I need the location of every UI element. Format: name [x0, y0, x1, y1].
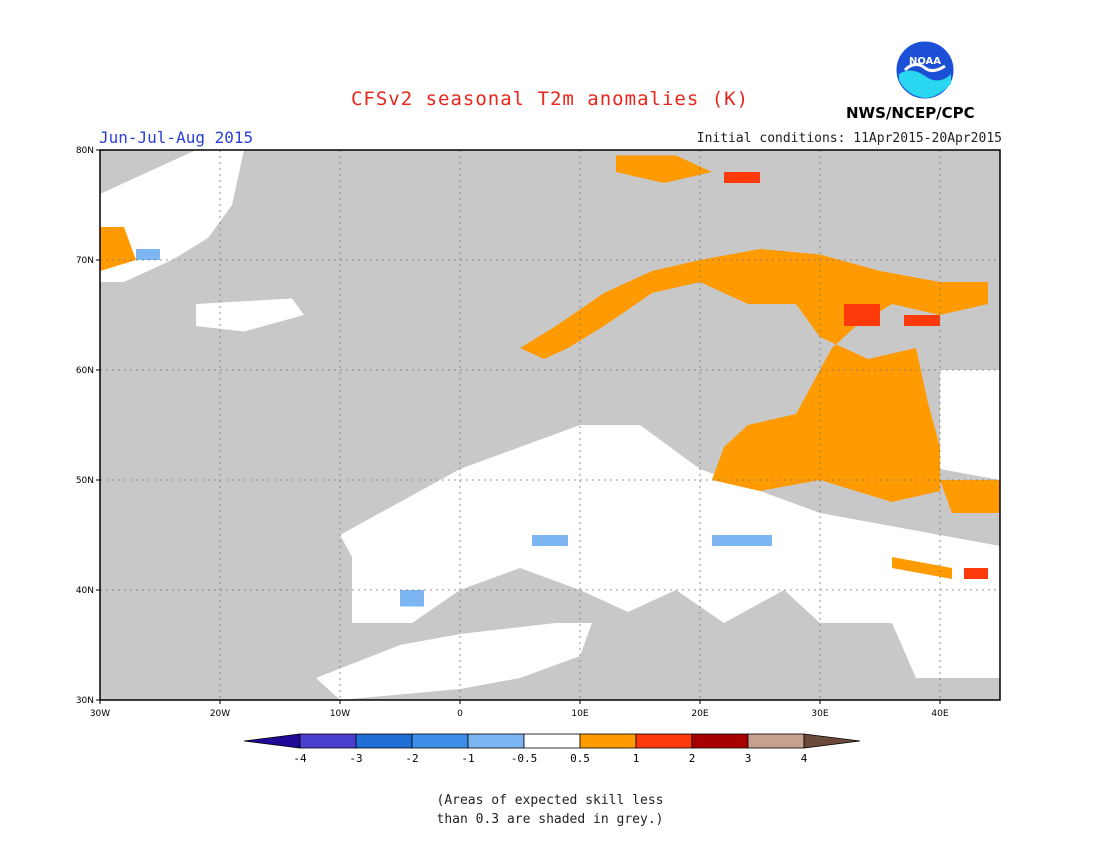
- lat-tick-label: 40N: [76, 586, 94, 596]
- neutral-region-anatolia-east: [892, 579, 1000, 678]
- lon-tick-label: 30W: [90, 709, 110, 719]
- anomaly-region-greenland-cool: [136, 249, 160, 260]
- neutral-region-iceland: [196, 298, 304, 332]
- lon-tick-label: 20W: [210, 709, 230, 719]
- anomaly-region-caucasus-hot: [964, 568, 988, 579]
- season-label: Jun-Jul-Aug 2015: [99, 128, 254, 147]
- lon-tick-label: 40E: [931, 709, 948, 719]
- anomaly-map: 30W 20W 10W 0 10E 20E 30E 40E 80N 70N 60N 50N 40N 30…: [76, 146, 1001, 719]
- lat-tick-label: 80N: [76, 146, 94, 156]
- colorbar-tick-label: -4: [293, 752, 307, 765]
- anomaly-region-north-russia-hot: [904, 315, 940, 326]
- anomaly-region-pyrenees-cool: [532, 535, 568, 546]
- neutral-region-europe-central: [340, 425, 1000, 623]
- colorbar-tick-labels: -4 -3 -2 -1 -0.5 0.5 1 2 3 4: [293, 752, 807, 765]
- anomaly-region-caucasus: [892, 557, 952, 579]
- anomaly-region-svalbard-hot: [724, 172, 760, 183]
- lat-tick-label: 30N: [76, 696, 94, 706]
- colorbar-swatch: [299, 733, 357, 749]
- map-area: [100, 150, 1000, 700]
- anomaly-region-kola-hot: [844, 304, 880, 326]
- colorbar-swatch: [467, 733, 525, 749]
- lon-tick-label: 30E: [811, 709, 828, 719]
- neutral-region-north-africa: [316, 623, 592, 700]
- colorbar-swatches: [243, 733, 861, 749]
- colorbar: -4 -3 -2 -1 -0.5 0.5 1 2 3 4: [243, 733, 861, 765]
- longitude-tick-labels: 30W 20W 10W 0 10E 20E 30E 40E: [90, 700, 949, 719]
- colorbar-swatch: [579, 733, 637, 749]
- footnote-line-1: (Areas of expected skill less: [436, 793, 664, 808]
- footnote-line-2: than 0.3 are shaded in grey.): [436, 812, 664, 827]
- colorbar-tick-label: 1: [633, 752, 640, 765]
- anomaly-region-russia-east: [940, 480, 1000, 513]
- colorbar-swatch: [523, 733, 581, 749]
- lon-tick-label: 10E: [571, 709, 588, 719]
- lon-tick-label: 0: [457, 709, 463, 719]
- colorbar-swatch: [747, 733, 805, 749]
- colorbar-tick-label: 3: [745, 752, 752, 765]
- lat-tick-label: 60N: [76, 366, 94, 376]
- colorbar-arrow-right: [803, 733, 861, 749]
- colorbar-tick-label: -1: [461, 752, 474, 765]
- lat-tick-label: 70N: [76, 256, 94, 266]
- colorbar-tick-label: 4: [801, 752, 808, 765]
- colorbar-swatch: [691, 733, 749, 749]
- colorbar-tick-label: -0.5: [511, 752, 538, 765]
- anomaly-region-svalbard: [616, 155, 712, 183]
- colorbar-swatch: [355, 733, 413, 749]
- latitude-tick-labels: 80N 70N 60N 50N 40N 30N: [76, 146, 100, 706]
- colorbar-swatch: [635, 733, 693, 749]
- colorbar-tick-label: -3: [349, 752, 362, 765]
- colorbar-arrow-left: [243, 733, 301, 749]
- colorbar-tick-label: 2: [689, 752, 696, 765]
- initial-conditions-label: Initial conditions: 11Apr2015-20Apr2015: [696, 131, 1002, 146]
- lon-tick-label: 10W: [330, 709, 350, 719]
- anomaly-region-greenland-east: [100, 227, 136, 271]
- chart-title: CFSv2 seasonal T2m anomalies (K): [350, 88, 750, 110]
- noaa-logo: NOAA: [895, 40, 955, 100]
- map-frame: [99, 149, 1001, 701]
- colorbar-tick-label: 0.5: [570, 752, 590, 765]
- colorbar-tick-label: -2: [405, 752, 418, 765]
- colorbar-swatch: [411, 733, 469, 749]
- lon-tick-label: 20E: [691, 709, 708, 719]
- neutral-region-russia-east-white: [940, 370, 1000, 480]
- anomaly-region-balkans-cool: [712, 535, 772, 546]
- anomaly-region-iberia-cool: [400, 590, 424, 607]
- noaa-logo-text: NOAA: [909, 56, 941, 67]
- lat-tick-label: 50N: [76, 476, 94, 486]
- agency-label: NWS/NCEP/CPC: [846, 104, 975, 122]
